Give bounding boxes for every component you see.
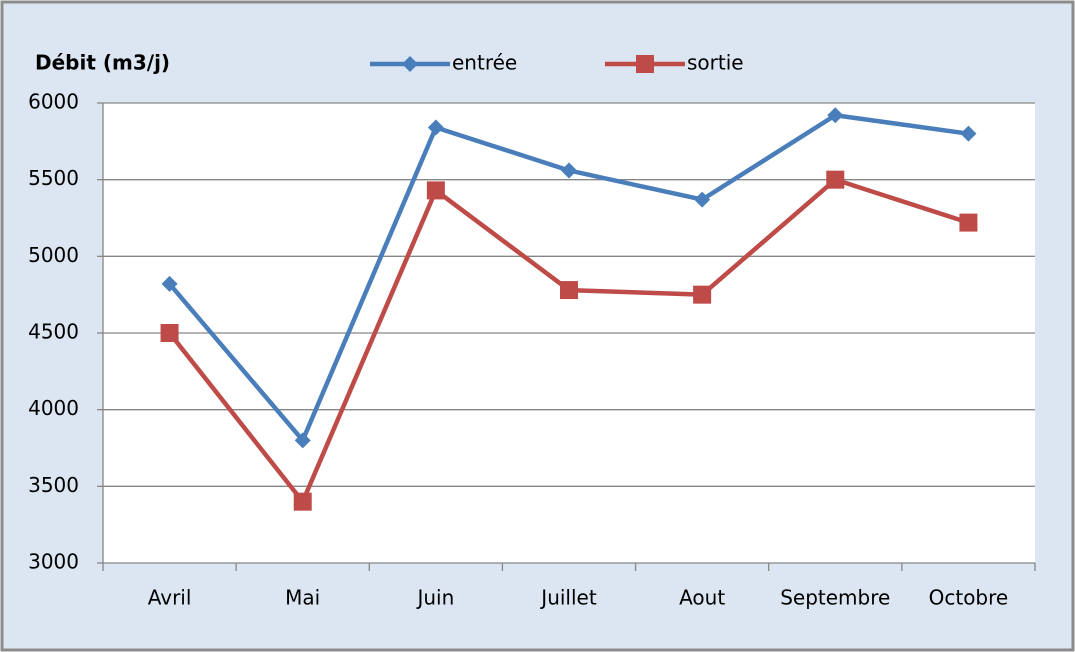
y-tick-label: 6000 <box>28 90 79 114</box>
data-point <box>959 213 978 232</box>
y-tick-label: 5000 <box>28 243 79 267</box>
x-tick-label: Juin <box>415 586 454 610</box>
data-point <box>426 181 445 200</box>
data-point <box>161 275 178 292</box>
x-tick-label: Avril <box>148 586 192 610</box>
data-point <box>560 281 578 300</box>
data-point <box>427 119 444 136</box>
x-tick-label: Juillet <box>539 586 597 610</box>
chart-title: Débit (m3/j) <box>35 51 170 75</box>
x-tick-label: Mai <box>285 586 320 610</box>
x-tick-label: Septembre <box>780 586 890 610</box>
data-point <box>827 107 844 124</box>
y-tick-label: 4500 <box>28 320 79 344</box>
x-tick-label: Octobre <box>929 586 1009 610</box>
data-point <box>826 170 845 189</box>
data-point <box>294 432 311 449</box>
y-tick-label: 3000 <box>28 550 79 574</box>
y-tick-label: 3500 <box>28 473 79 497</box>
data-point <box>561 162 577 179</box>
data-point <box>694 191 711 208</box>
legend-marker <box>402 56 418 72</box>
legend-marker <box>636 55 654 73</box>
x-tick-label: Aout <box>679 586 725 610</box>
y-tick-label: 4000 <box>28 396 79 420</box>
legend-label: sortie <box>687 51 744 75</box>
y-tick-label: 5500 <box>28 166 79 190</box>
data-point <box>160 324 179 342</box>
legend-label: entrée <box>452 51 517 75</box>
data-point <box>293 492 312 511</box>
data-point <box>693 285 712 304</box>
data-point <box>960 125 977 142</box>
